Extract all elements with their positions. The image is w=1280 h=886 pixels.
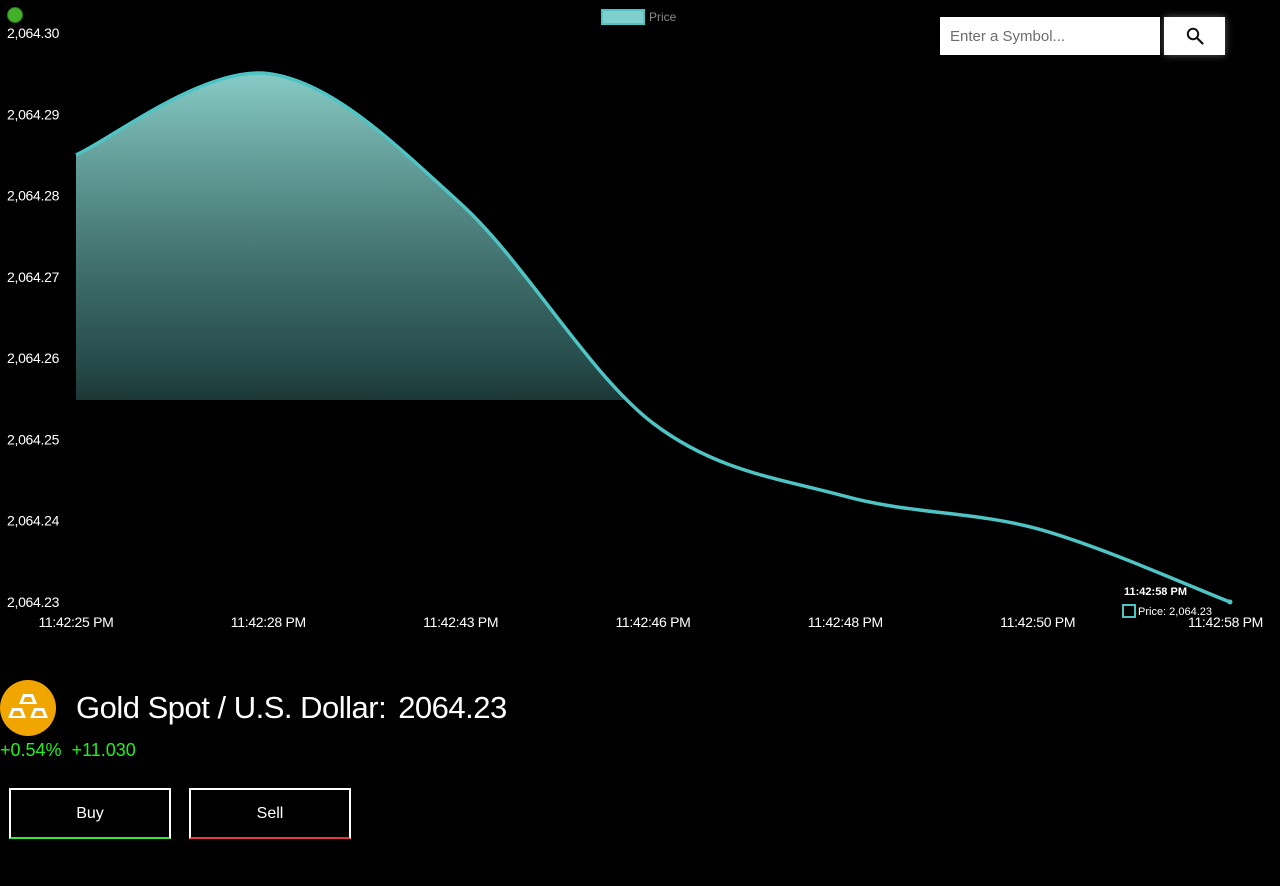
- search-icon: [1186, 27, 1204, 45]
- price-change: +0.54% +11.030: [0, 740, 136, 761]
- x-tick-label: 11:42:43 PM: [423, 614, 498, 630]
- legend-label: Price: [649, 10, 677, 24]
- y-tick-label: 2,064.29: [7, 106, 60, 122]
- connection-status-indicator: [7, 7, 23, 23]
- symbol-price: 2064.23: [398, 690, 507, 725]
- price-chart: 2,064.30 2,064.29 2,064.28 2,064.27 2,064.26…: [7, 9, 1263, 630]
- chart-legend[interactable]: Price: [601, 9, 677, 25]
- price-chart-svg: 2,064.30 2,064.29 2,064.28 2,064.27 2,064.26…: [7, 9, 1263, 630]
- x-tick-label: 11:42:46 PM: [615, 614, 690, 630]
- y-tick-label: 2,064.28: [7, 188, 60, 204]
- price-line: [75, 71, 1231, 604]
- x-tick-label: 11:42:48 PM: [808, 614, 883, 630]
- x-tick-label: 11:42:28 PM: [231, 614, 306, 630]
- y-tick-label: 2,064.24: [7, 513, 60, 529]
- y-tick-label: 2,064.26: [7, 350, 60, 366]
- x-axis: 11:42:25 PM 11:42:28 PM 11:42:43 PM 11:42:4…: [38, 614, 1263, 630]
- search-button[interactable]: [1164, 17, 1225, 55]
- tooltip-swatch: [1122, 604, 1136, 618]
- buy-button[interactable]: Buy: [9, 788, 171, 839]
- symbol-search-input[interactable]: [940, 17, 1160, 55]
- symbol-name: Gold Spot / U.S. Dollar:: [76, 690, 387, 725]
- tooltip-time: 11:42:58 PM: [1124, 586, 1187, 598]
- x-tick-label: 11:42:50 PM: [1000, 614, 1075, 630]
- chart-tooltip: 11:42:58 PM Price: 2,064.23: [1122, 586, 1212, 618]
- y-axis: 2,064.30 2,064.29 2,064.28 2,064.27 2,064.26…: [7, 25, 60, 610]
- tooltip-text: Price: 2,064.23: [1138, 606, 1212, 618]
- change-percent: +0.54%: [0, 740, 62, 760]
- y-tick-label: 2,064.27: [7, 269, 60, 285]
- legend-swatch: [601, 9, 645, 25]
- gold-bars-icon: [0, 680, 56, 736]
- y-tick-label: 2,064.23: [7, 594, 60, 610]
- price-area-fill: [76, 73, 627, 400]
- symbol-header: Gold Spot / U.S. Dollar: 2064.23: [0, 680, 507, 736]
- x-tick-label: 11:42:25 PM: [38, 614, 113, 630]
- change-amount: +11.030: [71, 740, 136, 760]
- y-tick-label: 2,064.30: [7, 25, 60, 41]
- price-point[interactable]: [1227, 599, 1233, 605]
- sell-button[interactable]: Sell: [189, 788, 351, 839]
- x-tick-label: 11:42:58 PM: [1188, 614, 1263, 630]
- symbol-search: [940, 17, 1225, 55]
- y-tick-label: 2,064.25: [7, 431, 60, 447]
